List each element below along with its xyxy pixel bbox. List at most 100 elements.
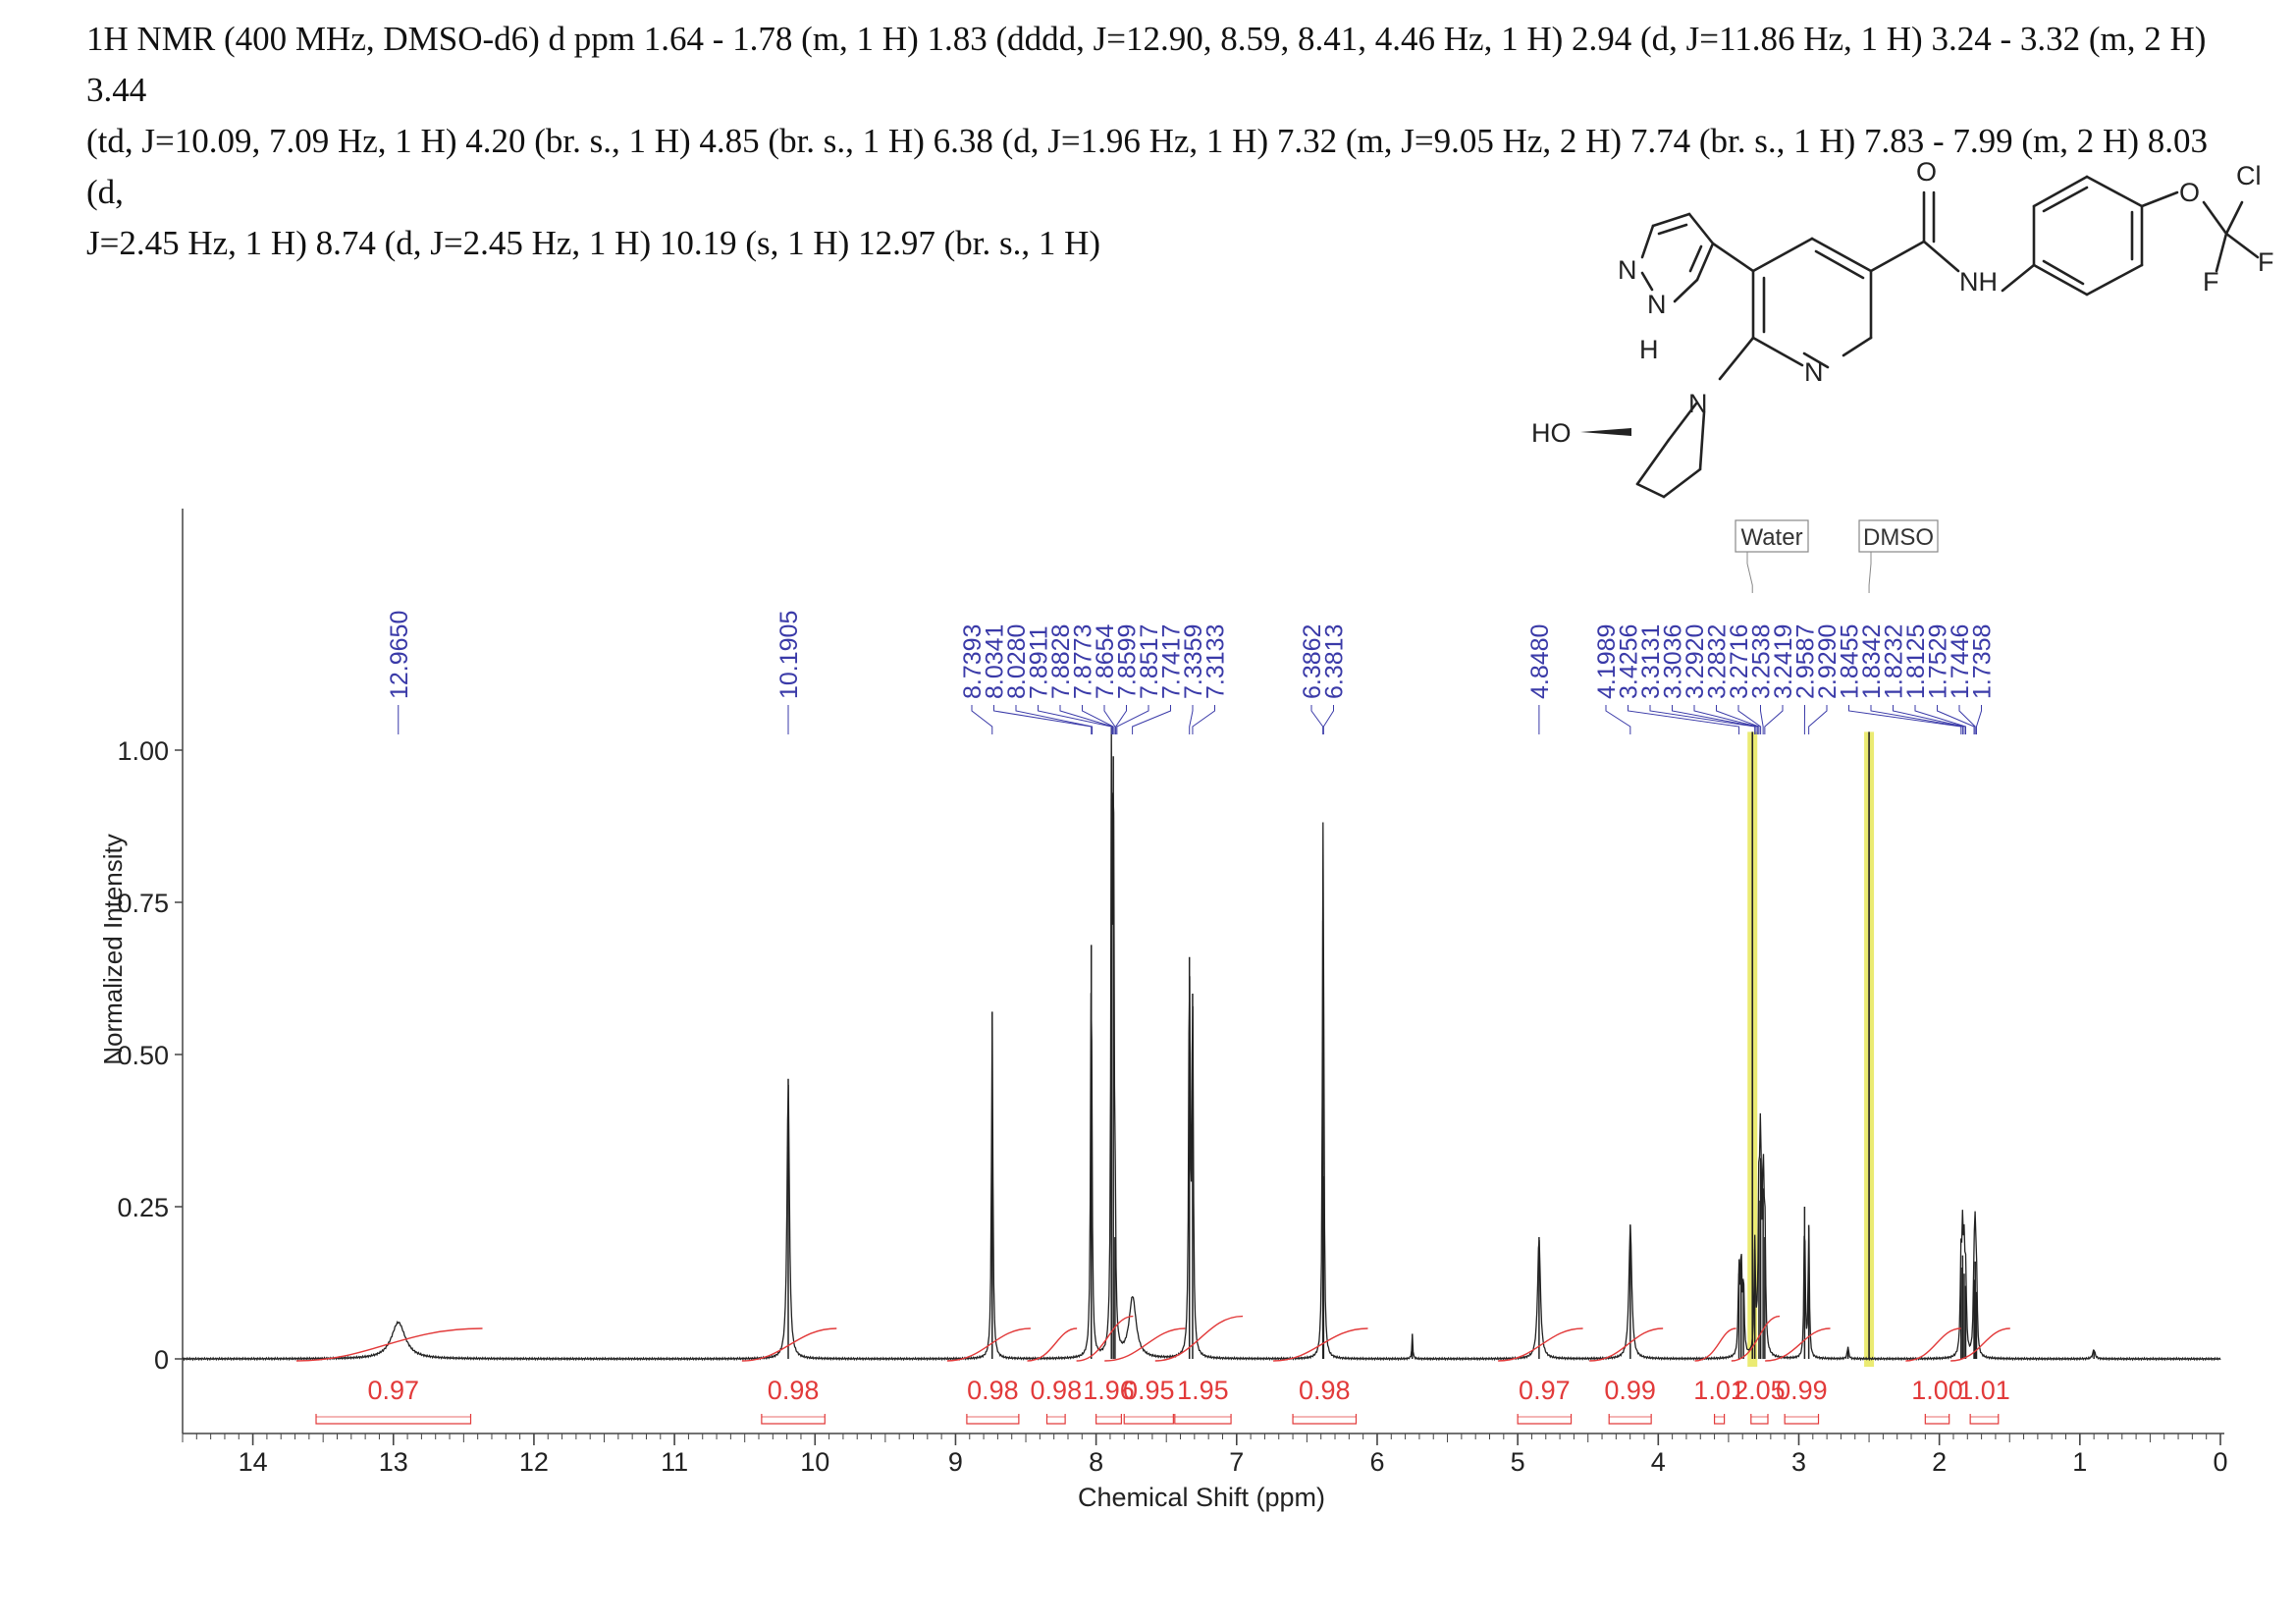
solvent-label: Water [1740,524,1802,551]
peak-label: 1.8342 [1858,624,1886,699]
x-tick-label: 11 [661,1447,688,1477]
peak-label-leader [1808,705,1828,734]
x-tick-label: 5 [1511,1447,1525,1477]
peak-label-leader [1737,705,1762,734]
x-tick-label: 6 [1369,1447,1384,1477]
peak-label: 7.3133 [1202,624,1230,699]
peak-label-leader [1115,705,1127,734]
peak-label-leader [1322,705,1334,734]
integral-curve [1076,1315,1134,1362]
integral-curve [1950,1327,2010,1362]
peak-label: 6.3862 [1299,624,1326,699]
peak-label-leader [971,705,993,734]
peak-label: 12.9650 [386,611,413,699]
integral-bracket [1095,1414,1122,1425]
x-tick-label: 10 [800,1447,829,1477]
solvent-label-leader [1746,552,1753,593]
peak-label-leader [1628,705,1740,734]
peak-label-leader [1848,705,1962,734]
integral-bracket [1123,1414,1174,1425]
integral-curve [1273,1327,1368,1362]
peak-label-leader [1649,705,1756,734]
peak-label: 7.8599 [1114,624,1142,699]
spectrum-trace [182,727,2221,1362]
peak-label: 7.7417 [1158,624,1186,699]
integral-bracket [1292,1414,1358,1425]
peak-label-leader [1605,705,1631,734]
x-tick-label: 2 [1932,1447,1947,1477]
integral-curve [1027,1327,1078,1362]
peak-label-leader [1975,705,1982,734]
peak-label: 7.8911 [1026,625,1053,699]
x-tick-label: 12 [519,1447,549,1477]
x-axis-title: Chemical Shift (ppm) [1078,1483,1325,1512]
peak-label: 6.3813 [1321,624,1349,699]
peak-label: 2.9587 [1792,624,1820,699]
integral-curve [1589,1327,1664,1362]
peak-label: 1.8232 [1881,624,1908,699]
integral-curve [741,1327,837,1362]
peak-label: 4.1989 [1593,624,1621,699]
peak-label-leader [1103,705,1116,734]
peak-label: 7.8773 [1070,624,1097,699]
integral-curve [1765,1327,1831,1362]
nmr-description-line-3: J=2.45 Hz, 1 H) 8.74 (d, J=2.45 Hz, 1 H)… [86,224,1100,262]
peak-label: 10.1905 [775,611,803,699]
integral-value: 1.00 [1911,1376,1963,1405]
peak-label: 8.7393 [959,624,987,699]
integral-value: 1.95 [1177,1376,1229,1405]
solvent-label-box [1858,519,1939,553]
y-tick-label: 0 [154,1345,169,1375]
nmr-description: 1H NMR (400 MHz, DMSO-d6) d ppm 1.64 - 1… [86,14,2216,269]
peak-label: 3.4256 [1616,624,1643,699]
peak-label-leader [1038,705,1112,734]
peak-label: 3.3036 [1660,624,1687,699]
peak-label: 3.2716 [1726,624,1753,699]
peak-label-leader [1760,705,1764,734]
peak-label: 3.2538 [1748,624,1776,699]
x-tick-label: 8 [1089,1447,1103,1477]
peak-label-leader [1870,705,1963,734]
x-tick-label: 9 [948,1447,963,1477]
integral-curve [1731,1315,1781,1362]
peak-label: 8.0341 [982,624,1009,699]
peak-label: 3.3131 [1637,624,1665,699]
peak-label-leader [1937,705,1975,734]
y-tick-label: 0.75 [117,889,169,918]
solvent-label: DMSO [1863,524,1934,551]
peak-label-leader [1672,705,1757,734]
integral-value: 0.95 [1123,1376,1175,1405]
peak-label: 7.3359 [1180,624,1207,699]
x-tick-label: 7 [1229,1447,1244,1477]
x-tick-label: 4 [1651,1447,1666,1477]
nmr-description-line-2: (td, J=10.09, 7.09 Hz, 1 H) 4.20 (br. s.… [86,122,2208,211]
integral-value: 1.01 [1693,1376,1745,1405]
integral-value: 0.99 [1776,1376,1828,1405]
integral-value: 0.97 [367,1376,419,1405]
peak-label-leader [1082,705,1114,734]
peak-label-leader [1893,705,1965,734]
peak-label: 8.0280 [1003,624,1031,699]
x-tick-label: 1 [2072,1447,2087,1477]
integral-value: 0.99 [1604,1376,1656,1405]
integral-bracket [1174,1414,1232,1425]
peak-label: 1.8125 [1902,624,1930,699]
peak-label: 1.8455 [1837,624,1864,699]
integral-bracket [1750,1414,1769,1425]
integral-bracket [1045,1414,1066,1425]
peak-label: 7.8828 [1047,624,1075,699]
peak-label-leader [1764,705,1784,734]
peak-label-leader [993,705,1093,734]
peak-label: 1.7529 [1925,624,1952,699]
integral-value: 0.98 [1299,1376,1351,1405]
peak-label: 3.2920 [1682,624,1709,699]
integral-curve [1905,1327,1961,1362]
integral-bracket [1713,1414,1726,1425]
peak-label: 3.2832 [1704,624,1732,699]
peak-label: 7.8517 [1136,624,1163,699]
integral-value: 1.96 [1083,1376,1135,1405]
y-tick-label: 0.25 [117,1193,169,1222]
peak-label-leader [1310,705,1324,734]
peak-label: 1.7446 [1947,624,1974,699]
